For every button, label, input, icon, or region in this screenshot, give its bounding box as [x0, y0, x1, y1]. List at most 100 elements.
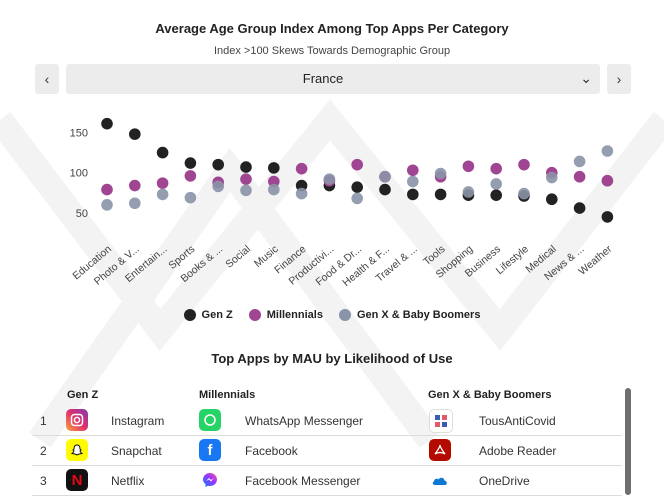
- data-point[interactable]: [156, 188, 169, 201]
- app-name[interactable]: Instagram: [111, 414, 165, 428]
- data-point[interactable]: [295, 179, 308, 192]
- next-country-button[interactable]: ›: [607, 64, 631, 94]
- data-point[interactable]: [462, 160, 475, 173]
- rank-number: 3: [40, 474, 47, 488]
- data-point[interactable]: [268, 175, 280, 188]
- data-point[interactable]: [407, 164, 419, 177]
- legend-marker: [338, 309, 351, 321]
- onedrive-icon: [429, 469, 451, 491]
- y-tick-label: 100: [70, 168, 88, 180]
- data-point[interactable]: [518, 158, 530, 171]
- data-point[interactable]: [129, 197, 141, 210]
- data-point[interactable]: [351, 192, 364, 205]
- data-point[interactable]: [379, 170, 391, 183]
- data-point[interactable]: [462, 186, 475, 198]
- app-name[interactable]: TousAntiCovid: [479, 414, 556, 428]
- instagram-icon: [66, 409, 88, 431]
- table-row: 2 Snapchat f Facebook Adobe Reader: [32, 436, 622, 466]
- column-header-gen-x-baby-boomers: Gen X & Baby Boomers: [428, 389, 552, 401]
- data-point[interactable]: [546, 193, 558, 206]
- table-row: 3 N Netflix Facebook Messenger OneDrive: [32, 466, 622, 496]
- adobe-reader-icon: [429, 439, 451, 461]
- y-tick-label: 50: [76, 208, 88, 220]
- data-point[interactable]: [518, 187, 530, 200]
- data-point[interactable]: [268, 162, 280, 174]
- y-tick-label: 150: [70, 128, 88, 140]
- app-name[interactable]: Snapchat: [111, 444, 162, 458]
- data-point[interactable]: [601, 211, 614, 223]
- table-row: 1 Instagram WhatsApp Messenger TousAntiC…: [32, 406, 622, 436]
- app-name[interactable]: Adobe Reader: [479, 444, 557, 458]
- data-point[interactable]: [240, 161, 252, 173]
- whatsapp-icon: [199, 409, 221, 431]
- data-point[interactable]: [490, 189, 503, 202]
- data-point[interactable]: [268, 183, 280, 196]
- data-point[interactable]: [407, 188, 419, 201]
- legend-marker: [248, 309, 261, 321]
- app-name[interactable]: Facebook: [245, 444, 298, 458]
- data-point[interactable]: [156, 146, 169, 159]
- data-point[interactable]: [101, 199, 113, 211]
- data-point[interactable]: [156, 177, 169, 189]
- table-scrollbar[interactable]: [625, 388, 631, 495]
- app-name[interactable]: WhatsApp Messenger: [245, 414, 364, 428]
- chart-title: Average Age Group Index Among Top Apps P…: [155, 21, 509, 36]
- legend-label: Gen X & Baby Boomers: [356, 309, 481, 321]
- country-dropdown-value: France: [302, 71, 344, 86]
- data-point[interactable]: [601, 174, 614, 187]
- chevron-right-icon: ›: [616, 71, 622, 87]
- x-tick-label: Social: [223, 243, 253, 271]
- data-point[interactable]: [573, 170, 586, 183]
- data-point[interactable]: [573, 202, 586, 214]
- data-point[interactable]: [434, 188, 447, 201]
- data-point[interactable]: [184, 157, 197, 169]
- previous-country-button[interactable]: ‹: [35, 64, 59, 94]
- data-point[interactable]: [546, 171, 558, 184]
- data-point[interactable]: [129, 128, 141, 140]
- data-point[interactable]: [295, 187, 308, 200]
- app-name[interactable]: Netflix: [111, 474, 145, 488]
- facebook-icon: f: [199, 439, 221, 461]
- data-point[interactable]: [101, 117, 113, 130]
- data-point[interactable]: [434, 167, 447, 180]
- rank-number: 1: [40, 414, 47, 428]
- data-point[interactable]: [573, 155, 586, 168]
- netflix-icon: N: [66, 469, 88, 491]
- data-point[interactable]: [351, 181, 364, 193]
- legend-marker: [183, 309, 196, 321]
- rank-number: 2: [40, 444, 47, 458]
- chart-subtitle: Index >100 Skews Towards Demographic Gro…: [213, 45, 451, 57]
- column-header-gen-z: Gen Z: [67, 389, 99, 401]
- data-point[interactable]: [379, 183, 391, 196]
- legend-item-gen-z[interactable]: Gen Z: [183, 309, 233, 321]
- data-point[interactable]: [212, 180, 224, 193]
- apps-section-title: Top Apps by MAU by Likelihood of Use: [211, 351, 453, 366]
- chevron-left-icon: ‹: [44, 71, 50, 87]
- data-point[interactable]: [240, 173, 252, 185]
- chart-legend: Gen Z Millennials Gen X & Baby Boomers: [0, 309, 664, 321]
- data-point[interactable]: [240, 184, 252, 197]
- chevron-down-icon: ⌄: [580, 70, 592, 86]
- data-point[interactable]: [601, 145, 614, 157]
- data-point[interactable]: [129, 179, 141, 192]
- data-point[interactable]: [490, 162, 503, 175]
- data-point[interactable]: [184, 191, 197, 204]
- app-name[interactable]: OneDrive: [479, 474, 530, 488]
- data-point[interactable]: [101, 183, 113, 196]
- data-point[interactable]: [295, 162, 308, 175]
- data-point[interactable]: [184, 170, 197, 182]
- legend-item-gen-x-baby-boomers[interactable]: Gen X & Baby Boomers: [338, 309, 481, 321]
- country-dropdown[interactable]: France ⌄: [66, 64, 600, 94]
- messenger-icon: [199, 469, 221, 491]
- data-point[interactable]: [490, 178, 503, 190]
- app-name[interactable]: Facebook Messenger: [245, 474, 361, 488]
- data-point[interactable]: [323, 173, 336, 185]
- data-point[interactable]: [407, 175, 419, 188]
- data-point[interactable]: [351, 158, 364, 171]
- column-header-millennials: Millennials: [199, 389, 256, 401]
- snapchat-icon: [66, 439, 88, 461]
- legend-label: Gen Z: [201, 309, 233, 321]
- legend-item-millennials[interactable]: Millennials: [248, 309, 323, 321]
- data-point[interactable]: [212, 158, 224, 171]
